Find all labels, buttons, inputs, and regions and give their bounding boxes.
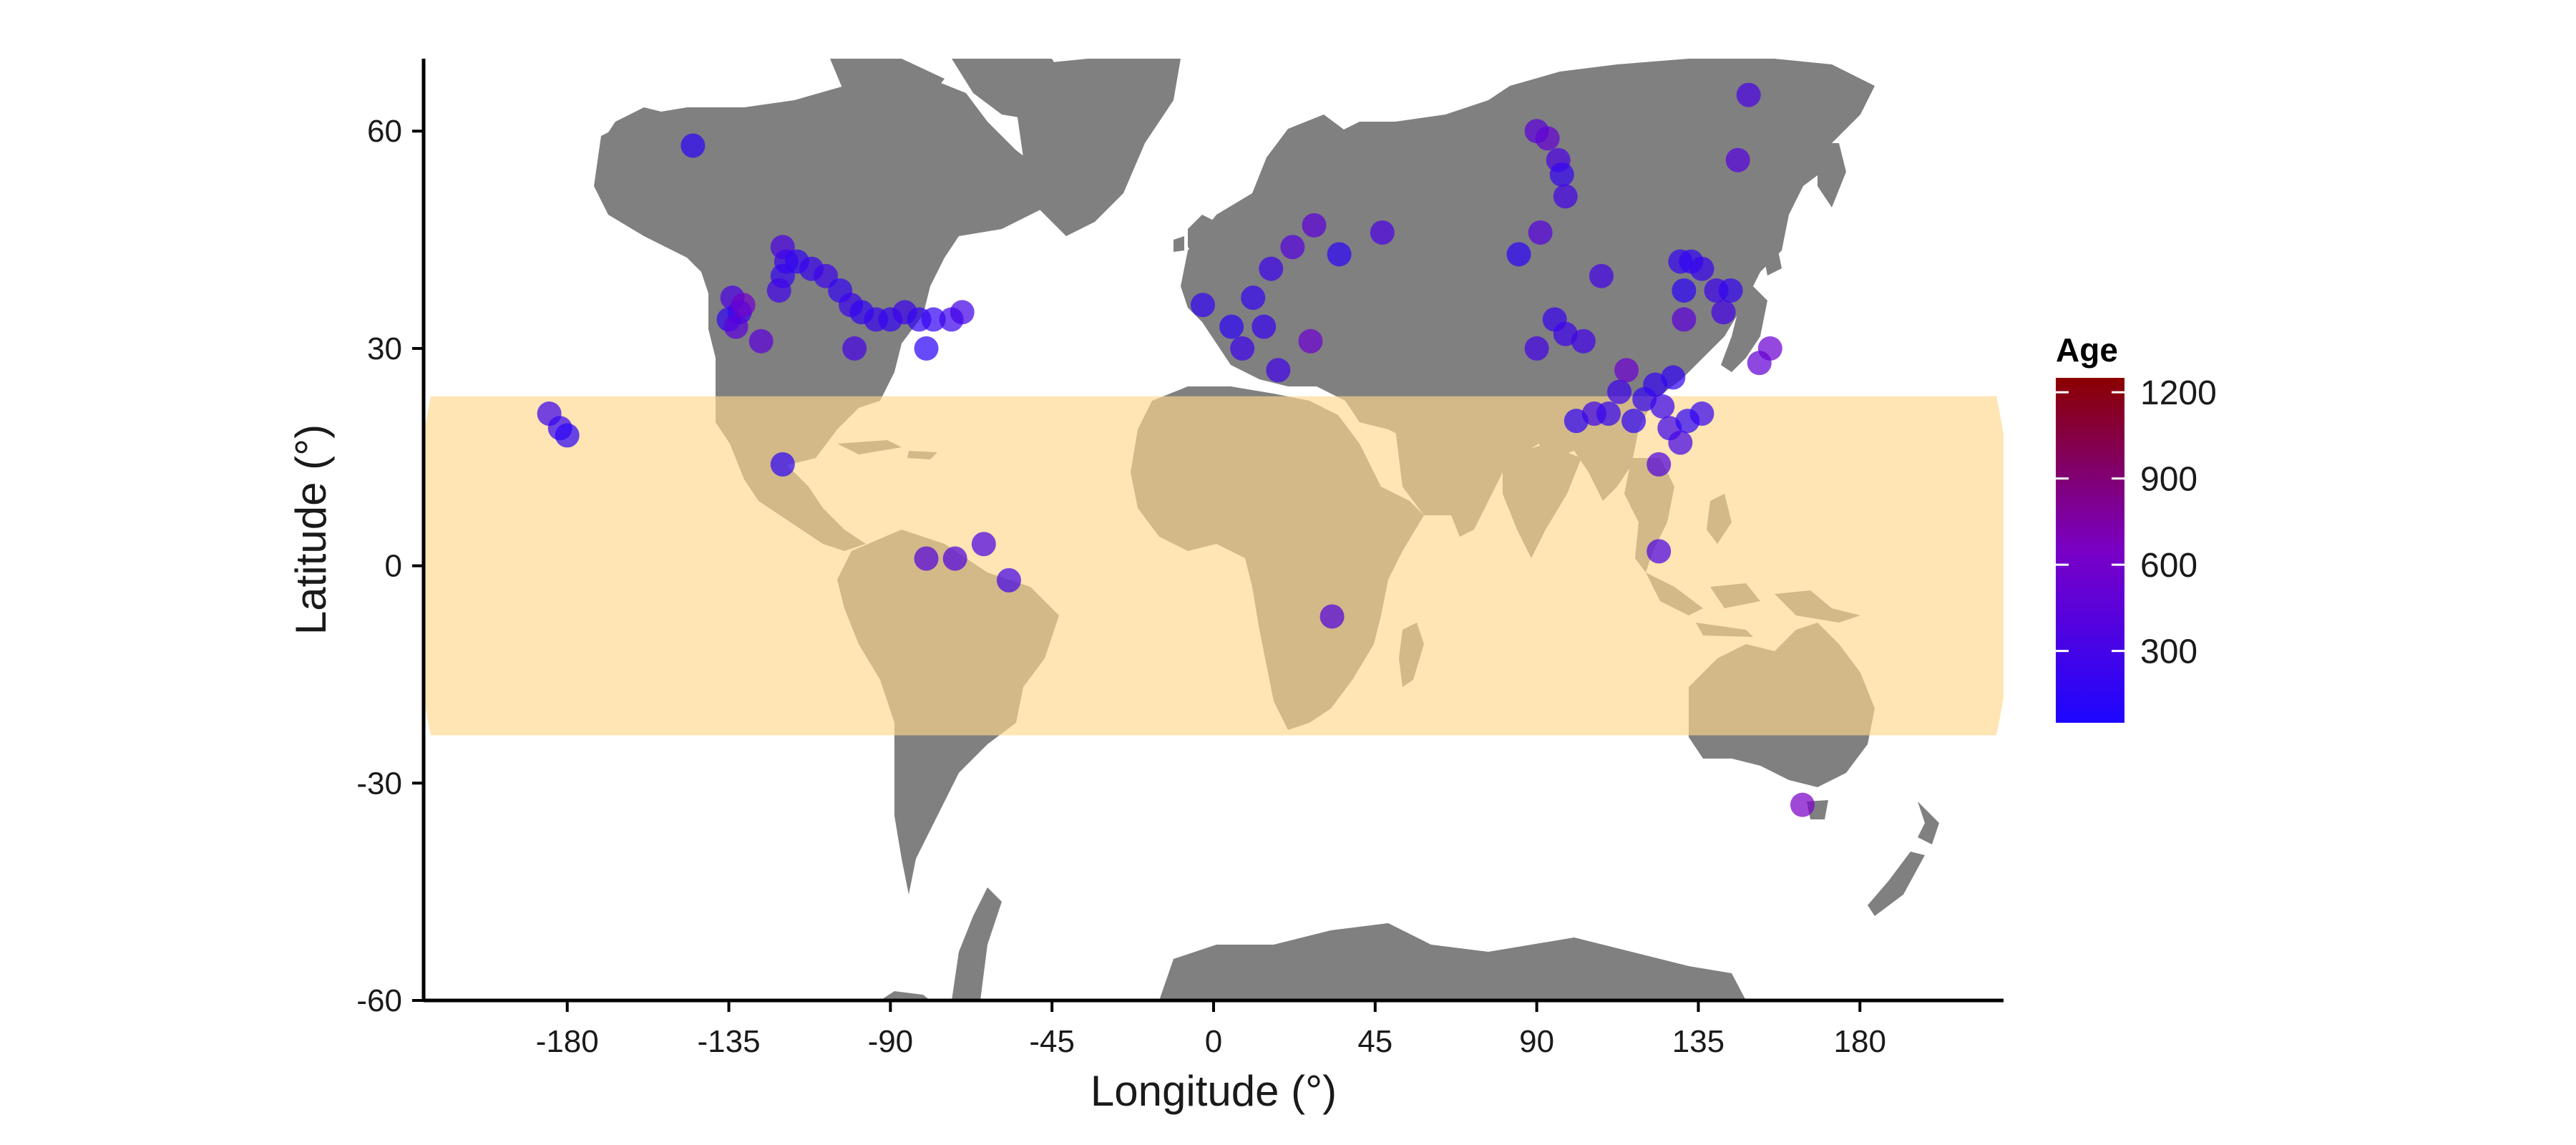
- x-axis-ticks: -180 -135 -90 -45 0 45 90 135 180: [536, 1000, 1886, 1059]
- sample-point: [1757, 336, 1782, 361]
- sample-point: [1327, 242, 1352, 267]
- sample-point: [996, 567, 1021, 593]
- sample-point: [1589, 263, 1614, 288]
- land-arctic-islands: [830, 59, 1073, 172]
- y-tick-label: -30: [356, 766, 402, 801]
- land-japan: [1721, 250, 1782, 372]
- sample-point: [1621, 409, 1646, 434]
- sample-point: [1689, 401, 1714, 427]
- sample-point: [921, 307, 946, 332]
- land-eurasia: [1181, 59, 1875, 537]
- sample-point: [1711, 300, 1736, 325]
- sample-point: [1190, 293, 1215, 318]
- sample-point: [731, 293, 756, 318]
- x-axis-title: Longitude (°): [1091, 1067, 1337, 1115]
- sample-point: [1646, 452, 1672, 477]
- sample-points-layer: [537, 82, 1815, 817]
- sample-point: [1370, 220, 1395, 245]
- sample-point: [1535, 126, 1560, 151]
- sample-point: [770, 452, 795, 477]
- sample-point: [1668, 430, 1693, 455]
- x-tick-label: -180: [536, 1024, 599, 1059]
- sample-point: [748, 328, 774, 354]
- sample-point: [842, 336, 867, 361]
- sample-point: [1725, 147, 1750, 172]
- x-tick-label: 45: [1357, 1024, 1392, 1059]
- colorbar-gradient: [2056, 378, 2124, 723]
- land-scandinavia: [1252, 114, 1352, 215]
- sample-point: [1607, 379, 1632, 404]
- land-greenland: [1016, 59, 1181, 236]
- sample-point: [1219, 314, 1244, 339]
- land-kamchatka: [1818, 143, 1846, 208]
- sample-point: [1736, 82, 1761, 107]
- sample-point: [1241, 286, 1266, 311]
- sample-point: [1718, 278, 1743, 303]
- sample-point: [1280, 235, 1305, 260]
- sample-point: [914, 336, 939, 361]
- sample-point: [971, 532, 996, 557]
- x-tick-label: 135: [1672, 1024, 1724, 1059]
- sample-point: [942, 546, 967, 571]
- tropics-highlight-band: [424, 396, 2004, 736]
- colorbar-tick-label: 600: [2140, 547, 2197, 585]
- sample-point: [1266, 358, 1291, 383]
- land-antarctica: [880, 887, 1746, 1000]
- sample-point: [1646, 539, 1672, 564]
- colorbar-tick-label: 1200: [2140, 374, 2217, 412]
- y-tick-label: 30: [367, 331, 402, 366]
- sample-point: [1549, 162, 1574, 187]
- sample-point: [1230, 336, 1255, 361]
- y-tick-label: 60: [367, 114, 402, 149]
- sample-point: [1524, 336, 1549, 361]
- sample-point: [1790, 792, 1815, 817]
- x-tick-label: 0: [1205, 1024, 1222, 1059]
- sample-point: [1506, 242, 1531, 267]
- sample-point: [1614, 358, 1639, 383]
- x-tick-label: 90: [1519, 1024, 1554, 1059]
- sample-point: [1672, 278, 1697, 303]
- sample-point: [1650, 394, 1675, 419]
- sample-point: [1689, 256, 1714, 281]
- x-tick-label: -45: [1029, 1024, 1075, 1059]
- x-tick-label: -90: [868, 1024, 914, 1059]
- sample-point: [1581, 401, 1606, 427]
- sample-point: [914, 546, 939, 571]
- land-north-america: [594, 79, 1059, 551]
- sample-point: [1298, 328, 1323, 354]
- sample-point: [1672, 307, 1697, 332]
- sample-point: [680, 133, 706, 158]
- sample-point: [1571, 328, 1596, 354]
- y-axis-ticks: -60 -30 0 30 60: [356, 114, 424, 1018]
- colorbar-ticks: 300 600 900 1200: [2056, 374, 2217, 671]
- colorbar-tick-label: 900: [2140, 461, 2197, 499]
- sample-point: [950, 300, 975, 325]
- sample-point: [1252, 314, 1277, 339]
- land-alaska: [601, 107, 687, 200]
- sample-point: [1553, 184, 1578, 209]
- map-layer: [424, 59, 2004, 1000]
- sample-point: [1661, 365, 1686, 390]
- sample-point: [555, 423, 580, 448]
- y-tick-label: -60: [356, 983, 402, 1018]
- y-axis-title: Latitude (°): [287, 424, 335, 635]
- land-british-isles: [1174, 215, 1216, 261]
- sample-point: [1528, 220, 1553, 245]
- colorbar-title: Age: [2056, 331, 2118, 369]
- sample-point: [1319, 604, 1345, 629]
- sample-point: [766, 278, 791, 303]
- sample-point: [1302, 213, 1327, 238]
- colorbar-tick-label: 300: [2140, 633, 2197, 671]
- sample-point: [1259, 256, 1284, 281]
- sample-point: [723, 314, 748, 339]
- land-new-zealand: [1868, 802, 1939, 916]
- y-tick-label: 0: [385, 549, 402, 584]
- x-tick-label: 180: [1834, 1024, 1886, 1059]
- colorbar-legend: Age 300 600 900 1200: [2056, 331, 2217, 723]
- x-tick-label: -135: [698, 1024, 761, 1059]
